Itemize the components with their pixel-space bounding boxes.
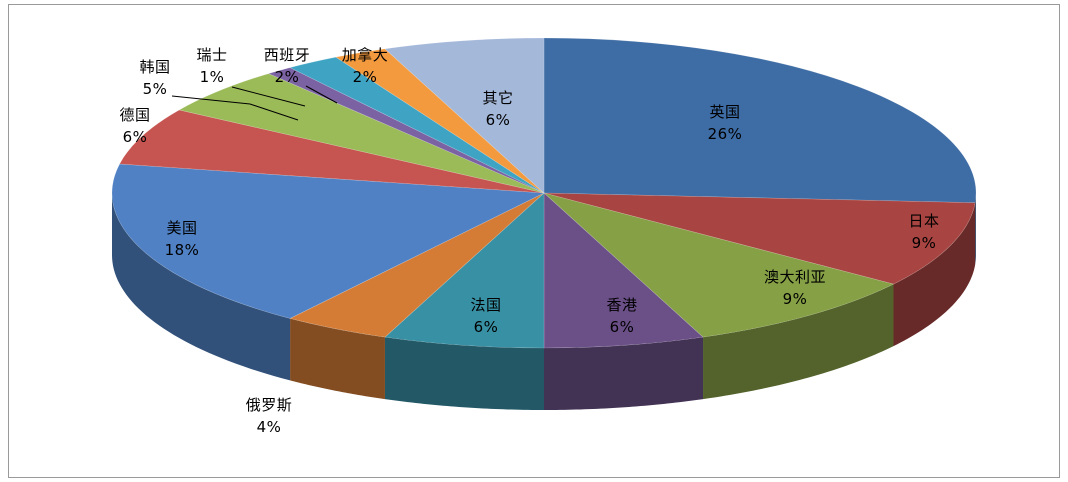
data-label-value: 2% [275, 68, 300, 86]
data-label-category: 澳大利亚 [764, 268, 826, 286]
data-label-value: 6% [610, 318, 635, 336]
data-label-category: 俄罗斯 [246, 396, 293, 414]
data-label-category: 日本 [908, 212, 939, 230]
leader-line-西班牙 [305, 85, 338, 104]
slice-美国 [111, 163, 546, 319]
slice-日本 [543, 192, 976, 285]
slice-澳大利亚-side [703, 284, 894, 400]
data-label-value: 26% [708, 125, 743, 143]
data-label-value: 9% [912, 234, 937, 252]
slice-韩国 [178, 73, 545, 194]
data-label-category: 韩国 [139, 58, 170, 76]
data-label-category: 美国 [166, 219, 197, 237]
data-label-category: 香港 [606, 296, 637, 314]
slice-俄罗斯-side [290, 318, 385, 400]
data-label-category: 德国 [119, 106, 150, 124]
data-label-value: 5% [143, 80, 168, 98]
slice-德国 [119, 109, 545, 194]
slice-澳大利亚 [543, 192, 895, 338]
slice-日本-side [893, 202, 976, 347]
data-label-value: 6% [474, 318, 499, 336]
slice-瑞士 [267, 67, 545, 194]
data-label-value: 6% [486, 111, 511, 129]
slice-法国-side [384, 337, 544, 410]
slice-香港-side [544, 337, 704, 410]
slice-加拿大 [335, 48, 545, 194]
slice-香港 [543, 192, 704, 349]
leader-line-瑞士 [231, 86, 306, 107]
data-label-category: 西班牙 [264, 46, 311, 64]
data-label-category: 加拿大 [342, 46, 389, 64]
data-label-value: 9% [783, 290, 808, 308]
slice-美国-side [112, 193, 291, 381]
slice-俄罗斯 [289, 192, 545, 338]
data-label-value: 1% [200, 68, 225, 86]
slice-英国 [543, 37, 977, 204]
slice-法国 [384, 192, 545, 349]
slice-西班牙 [289, 56, 545, 194]
data-label-category: 瑞士 [196, 46, 227, 64]
data-label-value: 2% [353, 68, 378, 86]
data-label-category: 法国 [470, 296, 501, 314]
slice-其它 [384, 37, 545, 194]
data-label-value: 18% [165, 241, 200, 259]
data-label-value: 4% [257, 418, 282, 436]
data-label-value: 6% [123, 128, 148, 146]
data-label-category: 其它 [482, 89, 513, 107]
leader-line-韩国 [171, 95, 299, 121]
slice-英国-side [975, 193, 976, 265]
data-label-category: 英国 [709, 103, 740, 121]
